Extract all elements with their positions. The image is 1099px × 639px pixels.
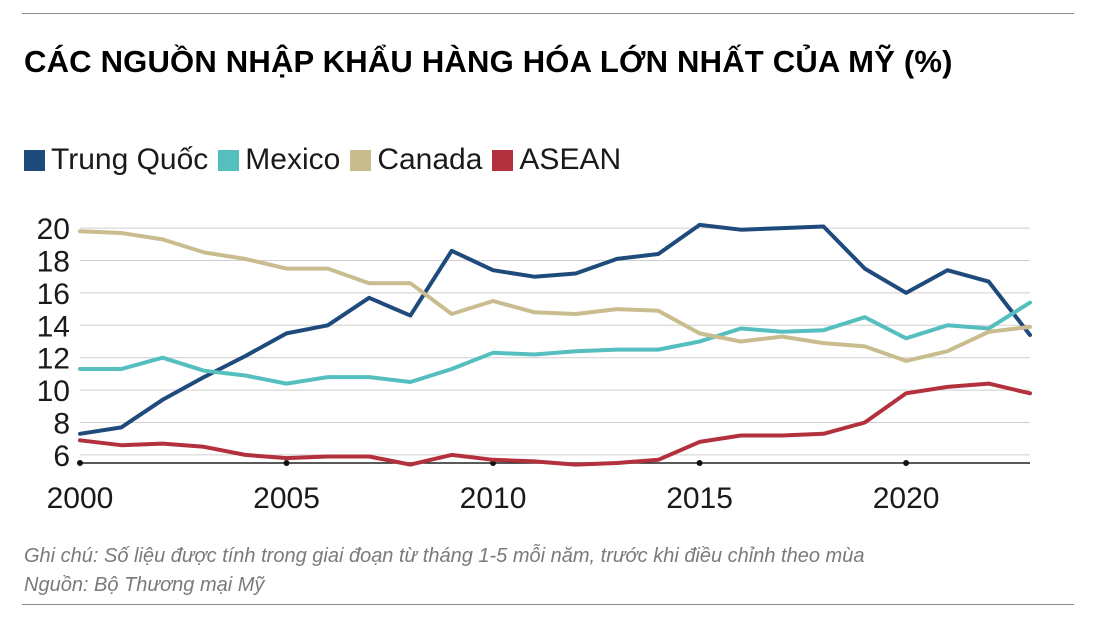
y-tick-label: 20 [37,213,70,246]
note-text: Ghi chú: Số liệu được tính trong giai đo… [24,545,865,567]
y-tick-label: 6 [53,440,70,473]
legend-label: Canada [377,143,483,176]
legend-label: Trung Quốc [51,143,209,176]
y-tick-label: 14 [37,310,70,343]
y-tick-label: 16 [37,278,70,311]
y-tick-label: 12 [37,343,70,376]
series-line [78,229,1032,363]
x-tick-label: 2000 [47,482,114,515]
chart-legend: Trung Quốc Mexico Canada ASEAN [24,140,631,180]
x-tick-label: 2020 [873,482,940,515]
x-tick-label: 2015 [666,482,733,515]
chart-title: CÁC NGUỒN NHẬP KHẨU HÀNG HÓA LỚN NHẤT CỦ… [24,44,953,79]
y-tick-label: 8 [53,408,70,441]
y-tick-label: 18 [37,246,70,279]
legend-item: ASEAN [492,143,621,177]
x-tick-dot [283,460,290,466]
source-text: Nguồn: Bộ Thương mại Mỹ [24,574,265,596]
legend-item: Mexico [218,143,340,177]
legend-item: Canada [350,143,482,177]
series-line [78,300,1032,386]
legend-swatch [218,149,240,171]
x-tick-label: 2005 [253,482,320,515]
legend-item: Trung Quốc [24,143,208,177]
legend-swatch [492,149,514,171]
x-tick-dot [903,460,910,466]
legend-swatch [24,149,45,171]
y-tick-label: 10 [37,375,70,408]
x-tick-dot [696,460,703,466]
x-tick-label: 2010 [460,482,527,515]
chart-notes: Ghi chú: Số liệu được tính trong giai đo… [24,542,864,600]
series-line [78,222,1032,436]
series-line [78,381,1032,467]
legend-swatch [350,149,372,171]
bottom-rule [22,604,1074,605]
legend-label: Mexico [245,143,341,176]
legend-label: ASEAN [519,143,622,176]
top-rule [22,13,1074,14]
x-tick-dot [77,460,83,466]
